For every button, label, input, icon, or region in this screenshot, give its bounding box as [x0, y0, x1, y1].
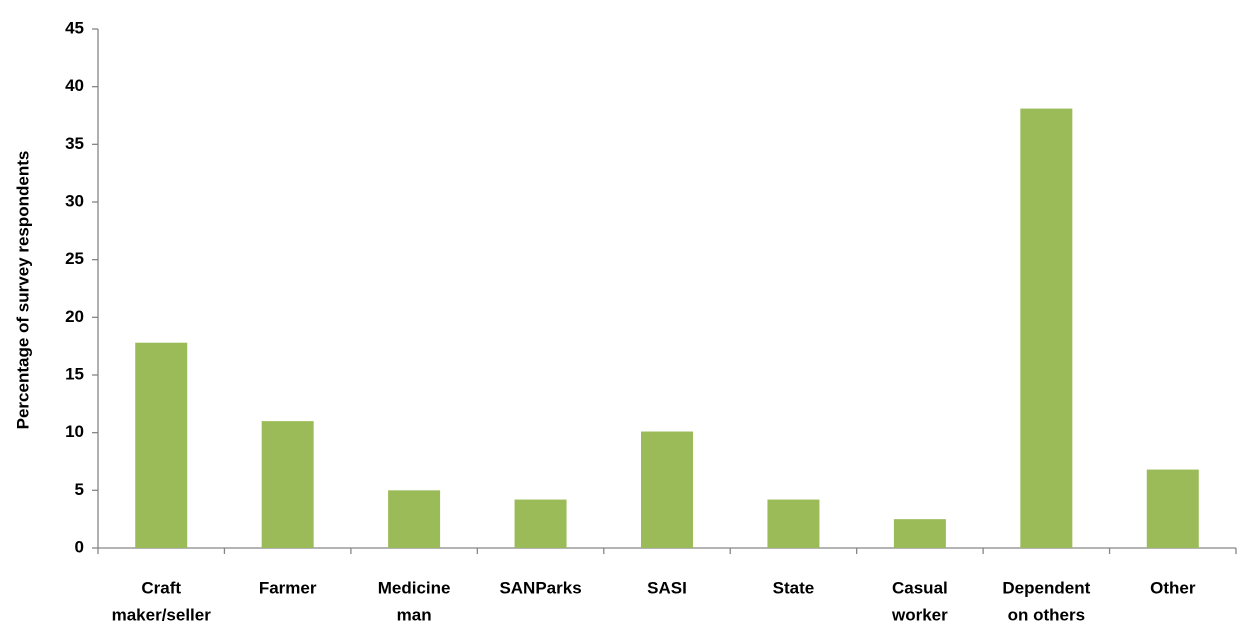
bar	[767, 499, 820, 548]
y-tick-label: 45	[65, 18, 84, 37]
x-tick-label: on others	[1008, 605, 1085, 624]
y-tick-label: 40	[65, 76, 84, 95]
x-tick-label: Casual	[892, 578, 948, 597]
x-tick-label: Craft	[141, 578, 181, 597]
x-tick-label: SANParks	[499, 578, 581, 597]
x-tick-label: maker/seller	[112, 605, 212, 624]
x-tick-label: worker	[891, 605, 948, 624]
x-tick-label: Other	[1150, 578, 1196, 597]
y-tick-label: 20	[65, 307, 84, 326]
y-tick-label: 25	[65, 249, 84, 268]
y-tick-label: 0	[75, 537, 84, 556]
x-tick-label: State	[773, 578, 815, 597]
bar	[514, 499, 567, 548]
bar	[1020, 108, 1073, 548]
bar	[893, 519, 946, 548]
x-tick-label: SASI	[647, 578, 687, 597]
x-tick-label: man	[397, 605, 432, 624]
x-tick-label: Farmer	[259, 578, 317, 597]
y-axis-label: Percentage of survey respondents	[13, 151, 32, 430]
y-tick-label: 30	[65, 191, 84, 210]
y-tick-label: 15	[65, 364, 84, 383]
y-tick-label: 5	[75, 480, 84, 499]
x-tick-label: Medicine	[378, 578, 451, 597]
bar	[1146, 469, 1199, 548]
y-tick-label: 10	[65, 422, 84, 441]
bar	[641, 431, 693, 548]
bar	[388, 490, 441, 548]
bar	[135, 342, 188, 548]
bar	[261, 421, 314, 548]
x-tick-label: Dependent	[1002, 578, 1090, 597]
y-tick-label: 35	[65, 134, 84, 153]
